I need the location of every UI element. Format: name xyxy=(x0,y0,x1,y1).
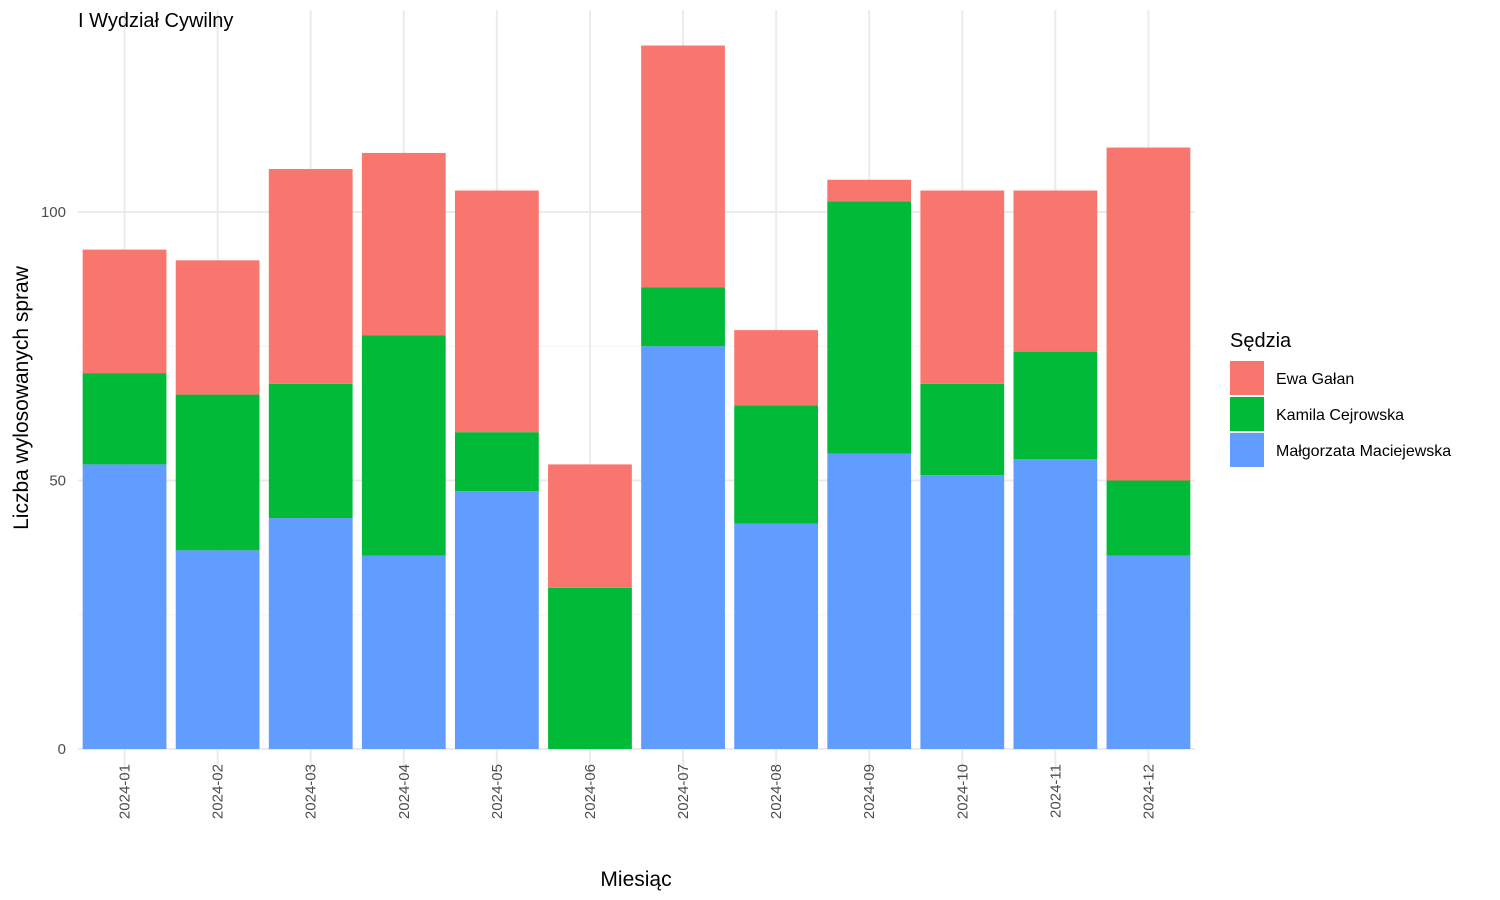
y-axis-title: Liczba wylosowanych spraw xyxy=(10,265,33,530)
y-tick-label: 0 xyxy=(58,741,66,758)
x-tick-label: 2024-01 xyxy=(117,764,134,819)
x-tick-label: 2024-05 xyxy=(489,764,506,819)
bar-segment xyxy=(548,464,632,588)
bar-segment xyxy=(361,152,446,336)
legend: Sędzia Ewa Gałan Kamila Cejrowska Małgorza… xyxy=(1230,330,1451,467)
legend-title: Sędzia xyxy=(1230,330,1292,352)
bars xyxy=(82,45,1191,749)
bar-segment xyxy=(641,346,725,749)
bar-segment xyxy=(175,260,260,395)
bar-segment xyxy=(1106,555,1191,749)
bar-segment xyxy=(548,587,632,749)
y-axis-ticks: 0 50 100 xyxy=(41,204,66,758)
bar-segment xyxy=(734,523,819,749)
bar-segment xyxy=(734,405,819,524)
legend-entry: Kamila Cejrowska xyxy=(1276,407,1404,424)
x-tick-label: 2024-11 xyxy=(1047,764,1064,818)
legend-entry: Małgorzata Maciejewska xyxy=(1276,443,1451,460)
bar-segment xyxy=(268,518,353,749)
x-tick-label: 2024-06 xyxy=(582,764,599,819)
x-tick-label: 2024-04 xyxy=(396,764,413,819)
bar-segment xyxy=(827,179,912,202)
bar-segment xyxy=(454,491,539,749)
bar-segment xyxy=(734,330,819,406)
y-tick-label: 100 xyxy=(41,204,66,221)
x-tick-label: 2024-07 xyxy=(675,764,692,819)
x-axis-ticks: 2024-01 2024-02 2024-03 2024-04 2024-05 2024-… xyxy=(117,764,1158,819)
x-tick-label: 2024-09 xyxy=(861,764,878,819)
bar-segment xyxy=(1013,190,1098,352)
bar-segment xyxy=(1013,459,1098,749)
bar-segment xyxy=(1106,480,1191,556)
bar-segment xyxy=(1106,147,1191,481)
bar-segment xyxy=(268,383,353,519)
legend-entry: Ewa Gałan xyxy=(1276,371,1354,388)
bar-segment xyxy=(454,432,539,492)
y-tick-label: 50 xyxy=(49,473,66,490)
bar-segment xyxy=(268,169,353,384)
x-tick-label: 2024-02 xyxy=(210,764,227,819)
legend-key xyxy=(1230,397,1264,431)
legend-key xyxy=(1230,361,1264,395)
chart-title: I Wydział Cywilny xyxy=(78,10,233,32)
bar-segment xyxy=(920,190,1005,384)
bar-segment xyxy=(82,373,167,465)
bar-segment xyxy=(641,45,725,288)
bar-segment xyxy=(1013,351,1098,460)
bar-segment xyxy=(361,335,446,556)
x-axis-title: Miesiąc xyxy=(600,868,671,891)
bar-segment xyxy=(82,249,167,374)
bar-segment xyxy=(454,190,539,433)
bar-segment xyxy=(920,475,1005,749)
legend-key xyxy=(1230,433,1264,467)
bar-segment xyxy=(827,201,912,454)
bar-segment xyxy=(82,464,167,749)
bar-segment xyxy=(175,550,260,749)
x-tick-label: 2024-12 xyxy=(1140,764,1157,819)
bar-segment xyxy=(641,287,725,347)
x-tick-label: 2024-03 xyxy=(303,764,320,819)
x-tick-label: 2024-10 xyxy=(954,764,971,819)
x-tick-label: 2024-08 xyxy=(768,764,785,819)
bar-segment xyxy=(175,394,260,551)
bar-segment xyxy=(361,555,446,749)
bar-segment xyxy=(827,453,912,749)
bar-segment xyxy=(920,383,1005,476)
